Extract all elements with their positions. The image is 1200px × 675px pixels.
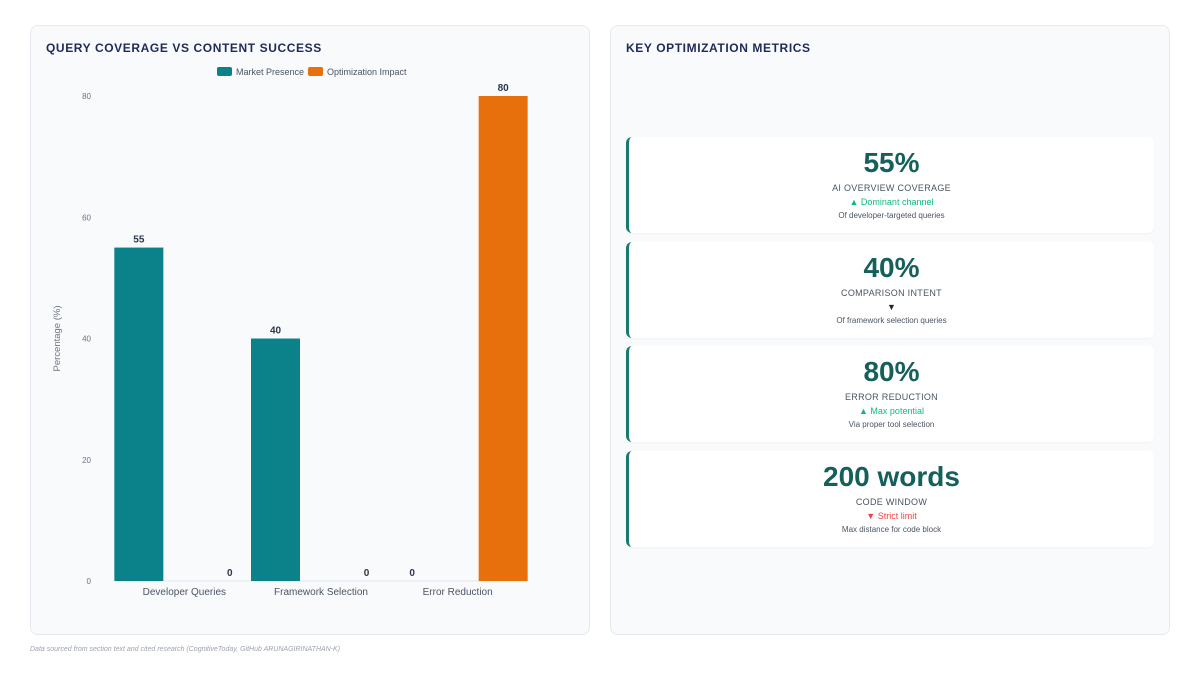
legend-swatch bbox=[217, 67, 232, 76]
x-category-label: Developer Queries bbox=[143, 587, 226, 598]
legend-swatch bbox=[308, 67, 324, 76]
metric-subtext: Via proper tool selection bbox=[848, 420, 935, 429]
legend-label: Market Presence bbox=[236, 67, 304, 77]
x-category-label: Framework Selection bbox=[274, 587, 368, 598]
y-axis-title: Percentage (%) bbox=[52, 305, 63, 371]
y-tick-label: 60 bbox=[82, 213, 91, 222]
metrics-panel: KEY OPTIMIZATION METRICS 55% AI OVERVIEW… bbox=[610, 25, 1170, 635]
bar-value-label: 0 bbox=[227, 568, 233, 579]
metric-trend: ▲ Dominant channel bbox=[849, 197, 934, 207]
footer-source-note: Data sourced from section text and cited… bbox=[30, 646, 341, 653]
metrics-title: KEY OPTIMIZATION METRICS bbox=[626, 41, 811, 55]
chart-panel: QUERY COVERAGE VS CONTENT SUCCESS 0 20 40 6… bbox=[30, 25, 590, 635]
bar-value-label: 40 bbox=[270, 326, 282, 337]
metric-trend: ▲ Max potential bbox=[859, 406, 924, 416]
metric-label: AI OVERVIEW COVERAGE bbox=[832, 183, 951, 193]
y-tick-label: 80 bbox=[82, 92, 91, 101]
metric-card-code-window: 200 words CODE WINDOW ▼ Strict limit Max… bbox=[626, 451, 1154, 547]
metric-subtext: Of developer-targeted queries bbox=[838, 211, 945, 220]
bar-market-presence bbox=[251, 338, 300, 581]
chart-title: QUERY COVERAGE VS CONTENT SUCCESS bbox=[46, 41, 322, 55]
y-tick-label: 40 bbox=[82, 335, 91, 344]
bar-optimization-impact bbox=[478, 96, 528, 581]
metric-value: 80% bbox=[863, 356, 920, 387]
x-category-label: Error Reduction bbox=[423, 587, 493, 598]
metric-label: ERROR REDUCTION bbox=[844, 392, 938, 402]
bar-value-label: 55 bbox=[133, 235, 145, 246]
metric-value: 55% bbox=[863, 147, 920, 178]
bar-value-label: 80 bbox=[498, 83, 510, 94]
bar-market-presence bbox=[114, 247, 164, 581]
metric-value: 200 words bbox=[823, 461, 960, 492]
metric-card-ai-overview: 55% AI OVERVIEW COVERAGE ▲ Dominant chan… bbox=[626, 137, 1154, 233]
metric-trend: ▼ Strict limit bbox=[866, 511, 917, 521]
metric-subtext: Max distance for code block bbox=[841, 525, 942, 534]
y-tick-label: 20 bbox=[82, 456, 91, 465]
y-tick-label: 0 bbox=[87, 577, 92, 586]
bar-value-label: 0 bbox=[364, 568, 370, 579]
metric-card-error-reduction: 80% ERROR REDUCTION ▲ Max potential Via … bbox=[626, 346, 1154, 442]
metric-label: COMPARISON INTENT bbox=[841, 288, 942, 298]
metric-card-comparison-intent: 40% COMPARISON INTENT ▼ Of framework sel… bbox=[626, 242, 1154, 338]
metric-value: 40% bbox=[863, 252, 920, 283]
metric-label: CODE WINDOW bbox=[855, 497, 928, 507]
metric-subtext: Of framework selection queries bbox=[836, 316, 947, 325]
metric-trend: ▼ bbox=[887, 302, 896, 312]
bar-value-label: 0 bbox=[409, 568, 415, 579]
legend-label: Optimization Impact bbox=[327, 67, 407, 77]
